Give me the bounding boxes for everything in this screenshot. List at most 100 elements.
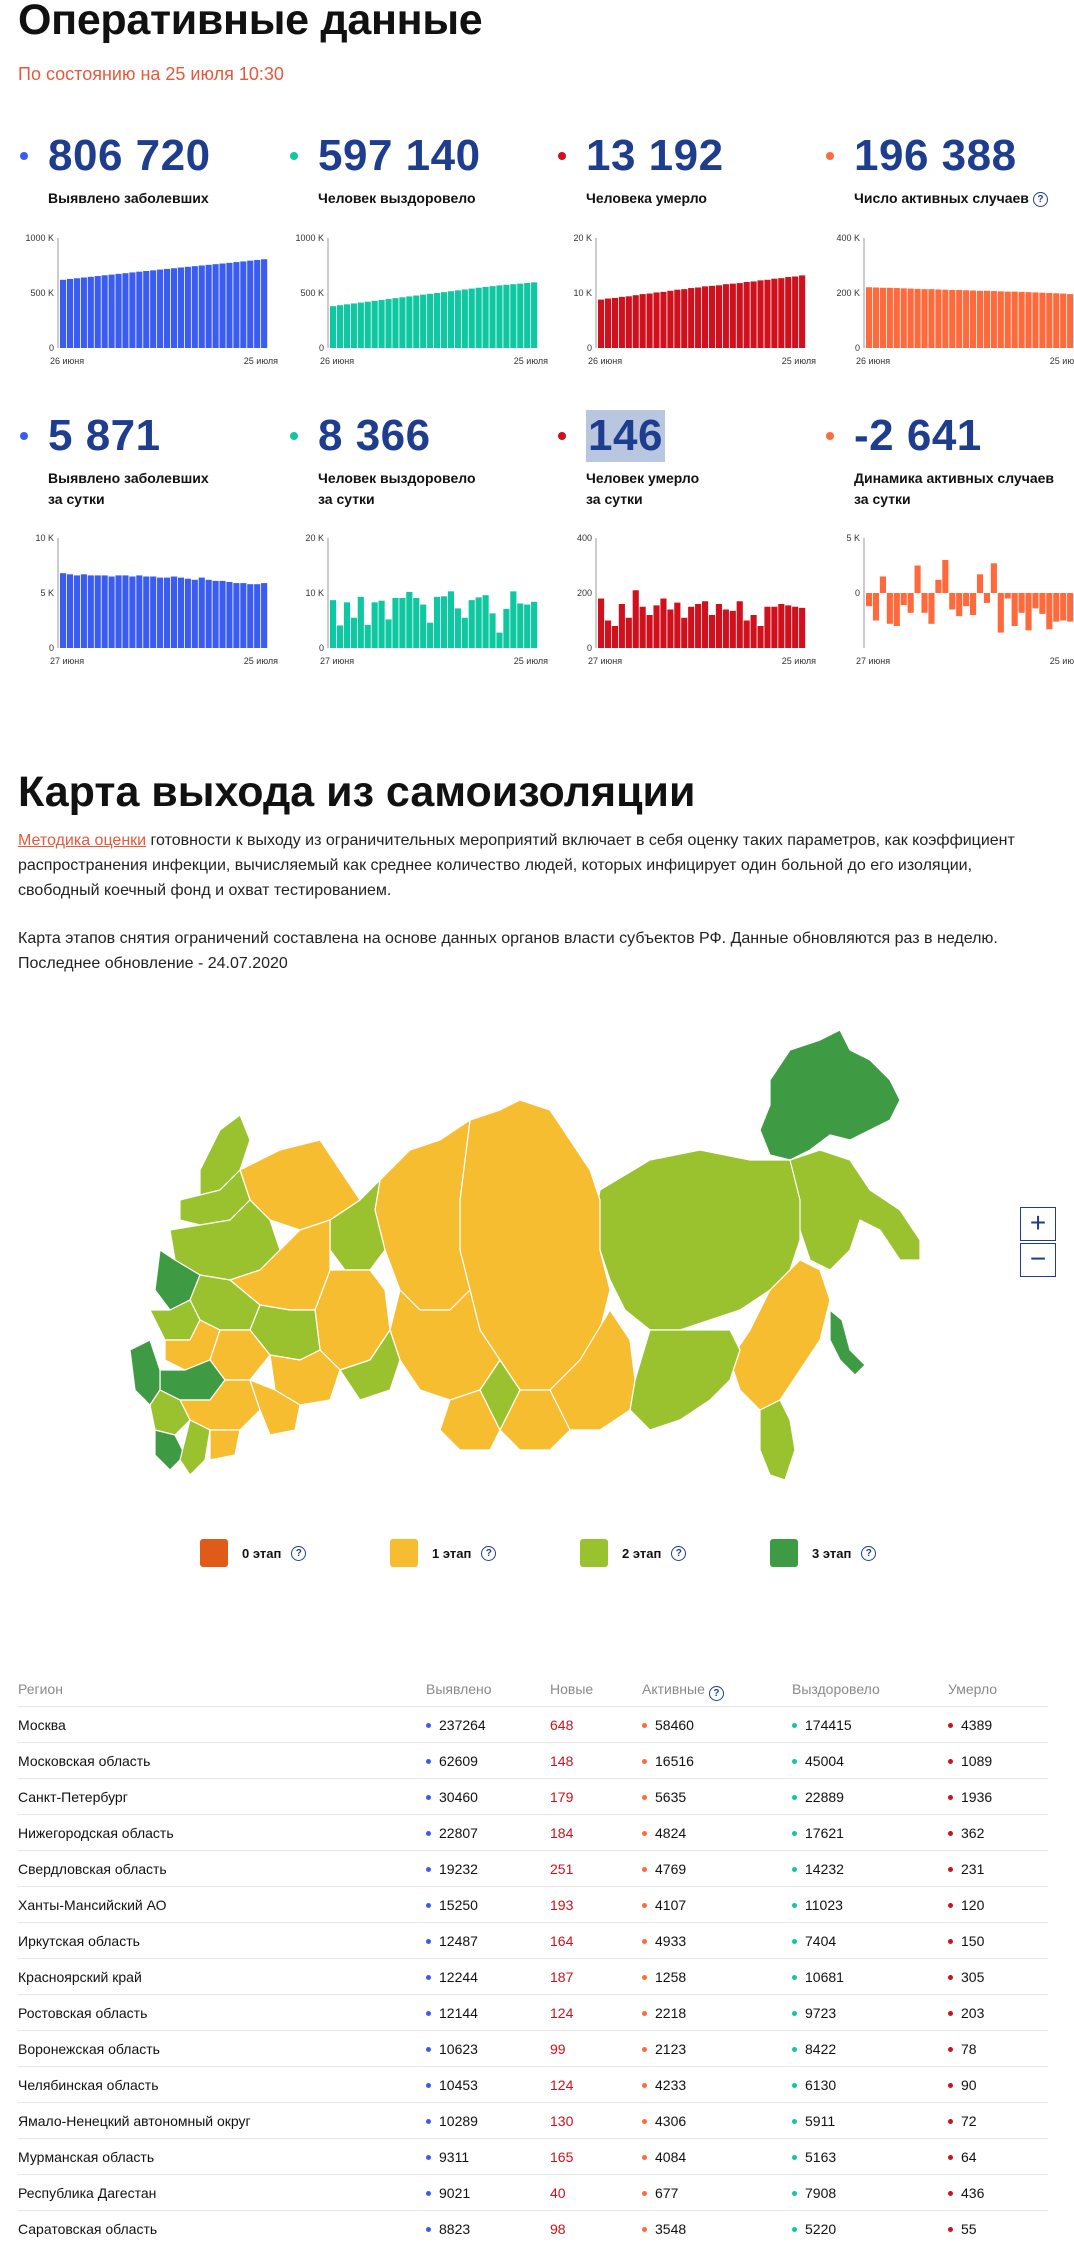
- help-icon[interactable]: ?: [861, 1545, 877, 1561]
- cell-value: Мурманская область: [18, 2149, 155, 2165]
- cell-detected: 237264: [426, 1717, 486, 1733]
- cell-dot: [792, 1795, 797, 1800]
- help-icon[interactable]: ?: [671, 1545, 687, 1561]
- chart-bar: [907, 288, 914, 348]
- chart-bar: [639, 294, 646, 348]
- table-row[interactable]: Ханты-Мансийский АО 15250 193 4107 11023 120: [18, 1886, 1048, 1922]
- chart-bar: [87, 276, 94, 348]
- chart-bar: [143, 271, 150, 348]
- cell-detected: 22807: [426, 1825, 478, 1841]
- cell-value: 124: [550, 2005, 574, 2021]
- help-icon[interactable]: ?: [708, 1686, 724, 1701]
- help-icon[interactable]: ?: [291, 1545, 307, 1561]
- russia-map[interactable]: [129, 1010, 930, 1481]
- chart-bar: [191, 579, 198, 648]
- cell-detected: 15250: [426, 1897, 478, 1913]
- cell-dot: [792, 1831, 797, 1836]
- table-row[interactable]: Челябинская область 10453 124 4233 6130 90: [18, 2066, 1048, 2102]
- chart-bar: [688, 606, 695, 648]
- header-active[interactable]: Активные?: [642, 1681, 724, 1701]
- cell-recovered: 5911: [792, 2113, 835, 2129]
- x-start-label: 26 июня: [856, 356, 890, 366]
- table-row[interactable]: Ямало-Ненецкий автономный округ 10289 130 4…: [18, 2102, 1048, 2138]
- legend-item: 1 этап?: [390, 1538, 497, 1568]
- cell-detected: 10289: [426, 2113, 478, 2129]
- chart-bar: [1060, 593, 1067, 621]
- map-region: [179, 1419, 211, 1476]
- table-row[interactable]: Москва 237264 648 58460 174415 4389: [18, 1706, 1048, 1742]
- chart-bar: [330, 306, 337, 348]
- table-row[interactable]: Саратовская область 8823 98 3548 5220 55: [18, 2210, 1048, 2246]
- chart-bar: [886, 287, 893, 348]
- cell-value: 64: [961, 2149, 977, 2165]
- header-region[interactable]: Регион: [18, 1681, 63, 1697]
- table-body: Москва 237264 648 58460 174415 4389 Московская…: [18, 1706, 1048, 2246]
- y-tick-label: 0: [319, 343, 324, 353]
- header-deaths[interactable]: Умерло: [948, 1681, 998, 1697]
- chart-bar: [73, 575, 80, 648]
- help-icon[interactable]: ?: [481, 1545, 497, 1561]
- chart-bar: [702, 601, 709, 648]
- chart-bar: [413, 597, 420, 648]
- cell-dot: [426, 2011, 431, 2016]
- chart-bar: [524, 604, 531, 648]
- legend-label: 3 этап: [812, 1545, 852, 1561]
- chart-bar: [468, 288, 475, 348]
- table-row[interactable]: Нижегородская область 22807 184 4824 17621 36…: [18, 1814, 1048, 1850]
- zoom-out-button[interactable]: −: [1020, 1243, 1056, 1277]
- chart-bar: [240, 261, 247, 348]
- cell-active: 2123: [642, 2041, 686, 2057]
- chart-bar: [503, 608, 510, 648]
- chart-bar: [771, 278, 778, 348]
- chart-bar: [632, 590, 639, 648]
- chart-bar: [517, 603, 524, 648]
- chart-bar: [879, 576, 886, 593]
- cell-dot: [642, 1831, 647, 1836]
- header-detected[interactable]: Выявлено: [426, 1681, 492, 1697]
- cell-deaths: 436: [948, 2185, 984, 2201]
- cell-value: 120: [961, 1897, 985, 1913]
- stat-label: Динамика активных случаев за сутки: [854, 468, 1074, 510]
- x-start-label: 27 июня: [320, 656, 354, 666]
- table-row[interactable]: Санкт-Петербург 30460 179 5635 22889 1936: [18, 1778, 1048, 1814]
- cell-active: 1258: [642, 1969, 686, 1985]
- cell-value: 251: [550, 1861, 574, 1877]
- help-icon[interactable]: ?: [1032, 192, 1048, 207]
- table-row[interactable]: Республика Дагестан 9021 40 677 7908 436: [18, 2174, 1048, 2210]
- methodology-link[interactable]: Методика оценки: [18, 832, 147, 849]
- table-header: Регион Выявлено Новые Активные? Выздоров…: [18, 1676, 1048, 1706]
- chart-bar: [970, 290, 977, 348]
- header-recovered[interactable]: Выздоровело: [792, 1681, 880, 1697]
- stat-dot: [20, 432, 28, 440]
- table-row[interactable]: Мурманская область 9311 165 4084 5163 64: [18, 2138, 1048, 2174]
- chart-bar: [942, 289, 949, 348]
- cell-recovered: 14232: [792, 1861, 844, 1877]
- cell-dot: [426, 1903, 431, 1908]
- chart-bar: [205, 264, 212, 348]
- chart-bar: [872, 287, 880, 348]
- cell-dot: [642, 2047, 647, 2052]
- y-tick-label: 20 K: [305, 533, 324, 543]
- cell-active: 4769: [642, 1861, 686, 1877]
- chart-bar: [122, 575, 129, 648]
- y-tick-label: 400 K: [836, 233, 860, 243]
- zoom-in-button[interactable]: +: [1020, 1207, 1056, 1241]
- chart-bar: [736, 283, 743, 348]
- cell-value: 4824: [655, 1825, 687, 1841]
- chart-bar: [191, 266, 198, 348]
- table-row[interactable]: Ростовская область 12144 124 2218 9723 203: [18, 1994, 1048, 2030]
- table-row[interactable]: Иркутская область 12487 164 4933 7404 150: [18, 1922, 1048, 1958]
- stat-dot: [290, 432, 298, 440]
- chart-bar: [254, 260, 261, 348]
- table-row[interactable]: Красноярский край 12244 187 1258 10681 305: [18, 1958, 1048, 1994]
- table-row[interactable]: Московская область 62609 148 16516 45004 1089: [18, 1742, 1048, 1778]
- header-new[interactable]: Новые: [550, 1681, 594, 1697]
- stat-card: 8 366 Человек выздоровело за сутки 20 K 10 …: [288, 410, 550, 670]
- table-row[interactable]: Воронежская область 10623 99 2123 8422 78: [18, 2030, 1048, 2066]
- cell-dot: [426, 1867, 431, 1872]
- chart-bar: [914, 565, 921, 593]
- chart-bar: [893, 288, 900, 348]
- cell-dot: [792, 2155, 797, 2160]
- stat-dot: [20, 152, 28, 160]
- table-row[interactable]: Свердловская область 19232 251 4769 14232 231: [18, 1850, 1048, 1886]
